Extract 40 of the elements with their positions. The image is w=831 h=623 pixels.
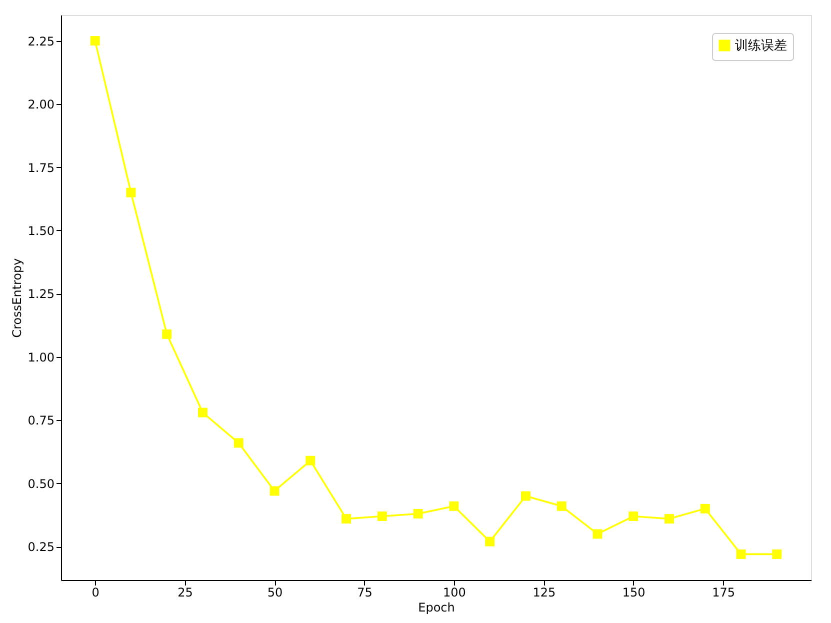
point — [628, 512, 638, 522]
y-tick-label: 2.25 — [28, 34, 54, 48]
point — [270, 486, 280, 496]
x-tick-label: 75 — [357, 586, 372, 600]
y-tick-label: 0.75 — [28, 414, 54, 428]
y-tick-label: 1.25 — [28, 287, 54, 302]
point — [234, 438, 244, 448]
point — [306, 456, 316, 466]
point — [377, 512, 387, 522]
point — [342, 514, 352, 524]
y-tick-label: 0.50 — [28, 476, 54, 491]
point — [556, 501, 566, 511]
point — [664, 514, 674, 524]
y-tick-label: 1.50 — [28, 224, 54, 238]
point — [485, 536, 495, 546]
point — [700, 504, 710, 514]
x-tick-label: 25 — [178, 586, 193, 600]
y-tick-label: 0.25 — [28, 540, 54, 554]
y-tick-label: 1.75 — [28, 160, 54, 175]
y-axis-title: CrossEntropy — [10, 258, 24, 338]
x-tick-label: 50 — [267, 586, 283, 600]
point — [162, 329, 172, 339]
point — [198, 408, 208, 418]
x-tick-label: 175 — [712, 586, 736, 600]
x-axis-title: Epoch — [418, 600, 455, 614]
point — [413, 508, 423, 518]
x-tick-label: 125 — [532, 586, 556, 600]
legend-label: 训练误差 — [735, 38, 787, 54]
y-tick-label: 2.00 — [28, 98, 54, 112]
point — [449, 501, 459, 511]
point — [126, 188, 136, 198]
point — [772, 549, 782, 559]
point — [520, 491, 530, 501]
point — [736, 549, 746, 559]
x-tick-label: 0 — [92, 586, 100, 600]
x-tick-label: 150 — [622, 586, 646, 600]
x-tick-label: 100 — [442, 586, 466, 600]
point — [90, 36, 100, 46]
y-tick-label: 1.00 — [28, 350, 54, 364]
point — [592, 529, 602, 539]
